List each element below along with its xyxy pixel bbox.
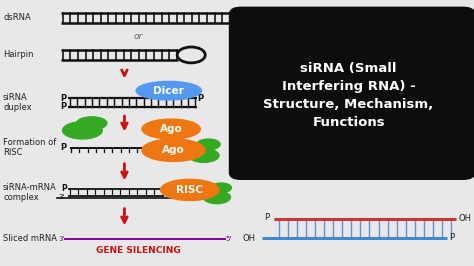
Text: Formation of
RISC: Formation of RISC <box>3 138 56 157</box>
Text: siRNA
duplex: siRNA duplex <box>3 93 32 112</box>
Text: P: P <box>264 213 269 222</box>
Ellipse shape <box>142 119 201 139</box>
Text: or: or <box>134 32 143 41</box>
Text: siRNA (Small
Interfering RNA) -
Structure, Mechanism,
Functions: siRNA (Small Interfering RNA) - Structur… <box>264 63 434 130</box>
Ellipse shape <box>203 191 230 204</box>
Text: P: P <box>61 94 67 103</box>
Ellipse shape <box>142 139 205 161</box>
Ellipse shape <box>197 139 220 150</box>
Text: siRNA-mRNA
complex: siRNA-mRNA complex <box>3 183 57 202</box>
Text: OH: OH <box>458 214 471 223</box>
Text: P: P <box>61 184 67 193</box>
Text: 3': 3' <box>58 194 64 200</box>
Text: GENE SILENCING: GENE SILENCING <box>96 246 181 255</box>
Text: RISC: RISC <box>176 185 203 195</box>
Text: Hairpin: Hairpin <box>3 51 34 59</box>
Ellipse shape <box>189 149 219 162</box>
Text: P: P <box>198 94 204 103</box>
Text: 5': 5' <box>166 186 172 192</box>
Text: dsRNA: dsRNA <box>3 13 31 22</box>
FancyBboxPatch shape <box>229 7 474 179</box>
Text: P: P <box>61 143 67 152</box>
Ellipse shape <box>211 183 231 193</box>
Text: Ago: Ago <box>162 145 185 155</box>
Text: Dicer: Dicer <box>154 86 184 96</box>
Ellipse shape <box>77 117 107 130</box>
Ellipse shape <box>136 81 201 100</box>
Text: OH: OH <box>242 234 255 243</box>
Text: Ago: Ago <box>160 124 182 134</box>
Ellipse shape <box>161 179 219 201</box>
Text: P: P <box>449 233 454 242</box>
Ellipse shape <box>63 122 102 139</box>
Text: Sliced mRNA: Sliced mRNA <box>3 234 57 243</box>
Text: P: P <box>61 102 67 111</box>
Text: 3': 3' <box>58 236 64 242</box>
Text: 5': 5' <box>225 236 231 242</box>
